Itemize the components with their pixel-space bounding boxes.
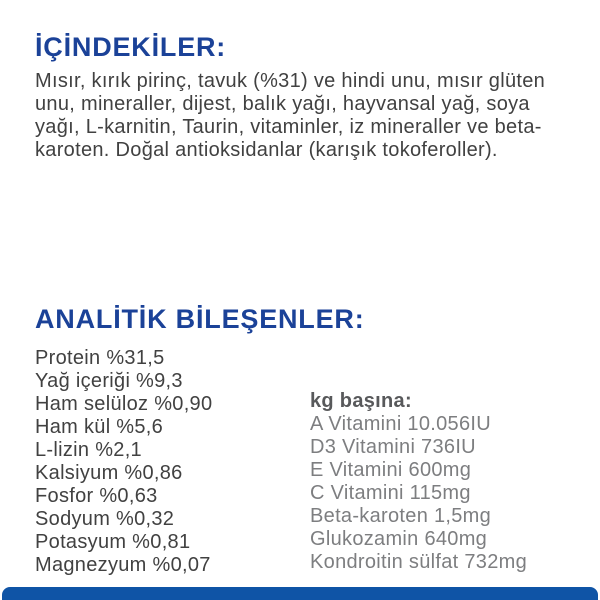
ingredients-text: Mısır, kırık pirinç, tavuk (%31) ve hind… <box>35 70 546 161</box>
per-kg-items-list: A Vitamini 10.056IU D3 Vitamini 736IU E … <box>310 413 527 574</box>
component-row: Yağ içeriği %9,3 <box>35 370 183 392</box>
per-kg-row: E Vitamini 600mg <box>310 459 472 481</box>
component-row: Ham kül %5,6 <box>35 416 164 438</box>
per-kg-heading: kg başına: <box>310 390 412 412</box>
component-row: Fosfor %0,63 <box>35 485 158 507</box>
analytics-heading: ANALİTİK BİLEŞENLER: <box>35 304 365 334</box>
per-kg-row: Glukozamin 640mg <box>310 528 488 550</box>
component-row: Potasyum %0,81 <box>35 531 191 553</box>
per-kg-block: kg başına: A Vitamini 10.056IU D3 Vitami… <box>310 390 527 574</box>
component-row: Protein %31,5 <box>35 347 165 369</box>
bottom-panel-edge <box>2 587 598 600</box>
per-kg-row: Beta-karoten 1,5mg <box>310 505 492 527</box>
analytic-components-list: Protein %31,5 Yağ içeriği %9,3 Ham selül… <box>35 347 212 577</box>
component-row: Ham selüloz %0,90 <box>35 393 213 415</box>
per-kg-row: D3 Vitamini 736IU <box>310 436 476 458</box>
per-kg-row: C Vitamini 115mg <box>310 482 471 504</box>
per-kg-row: Kondroitin sülfat 732mg <box>310 551 528 573</box>
component-row: Sodyum %0,32 <box>35 508 175 530</box>
per-kg-row: A Vitamini 10.056IU <box>310 413 491 435</box>
ingredients-heading: İÇİNDEKİLER: <box>35 32 227 62</box>
component-row: Kalsiyum %0,86 <box>35 462 183 484</box>
component-row: L-lizin %2,1 <box>35 439 142 461</box>
component-row: Magnezyum %0,07 <box>35 554 211 576</box>
